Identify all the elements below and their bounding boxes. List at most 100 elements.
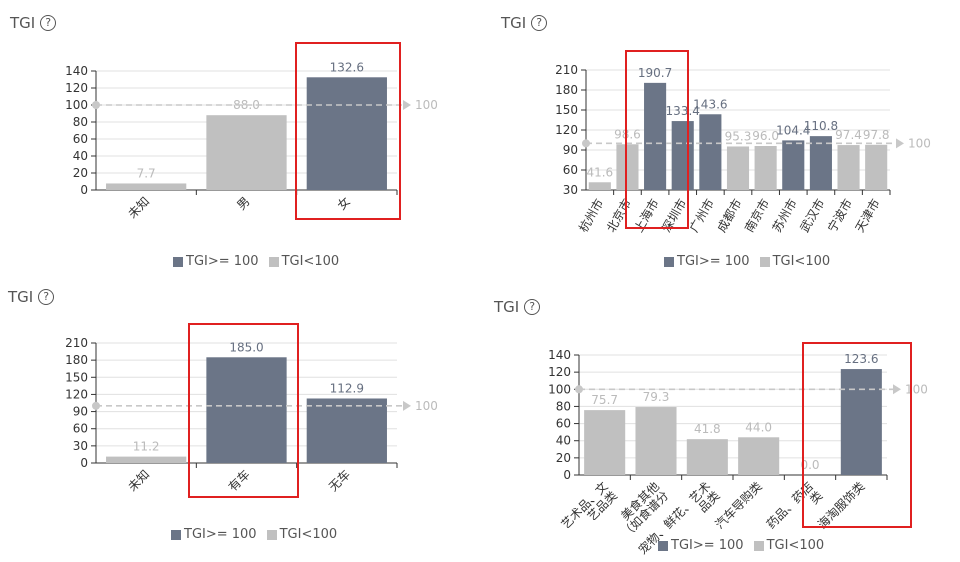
chart-category: 02040608010012014075.7艺术品、文艺品类79.3美食其他（如… <box>548 348 928 557</box>
value-label: 41.8 <box>694 422 721 436</box>
legend-item-above[interactable]: TGI>= 100 <box>173 254 259 269</box>
x-tick-label: 成都市 <box>714 196 745 235</box>
x-tick-label: 杭州市 <box>575 196 606 235</box>
x-tick-label: 南京市 <box>741 196 772 235</box>
y-tick-label: 150 <box>555 103 578 117</box>
legend: TGI>= 100 TGI<100 <box>664 254 830 269</box>
legend-swatch-below <box>759 256 770 267</box>
legend-item-above[interactable]: TGI>= 100 <box>171 527 257 542</box>
chart-city: 30609012015018021041.6杭州市98.6北京市190.7上海市… <box>555 63 931 235</box>
reference-line-arrow <box>893 384 901 395</box>
bar-艺术品、文艺品类 <box>584 410 626 475</box>
bar-未知 <box>106 183 187 190</box>
y-tick-label: 140 <box>65 64 88 78</box>
bar-未知 <box>106 456 187 463</box>
reference-line-start <box>92 101 100 109</box>
value-label: 44.0 <box>745 420 772 434</box>
chart-header: TGI ? <box>501 14 548 32</box>
x-tick-label-line: 南京市 <box>741 196 772 235</box>
y-tick-label: 60 <box>73 422 88 436</box>
value-label: 112.9 <box>330 381 364 395</box>
chart-title: TGI <box>8 288 34 306</box>
y-tick-label: 140 <box>548 348 571 362</box>
bar-汽车导购类 <box>738 437 780 475</box>
chart-car: 030609012015018021011.2未知185.0有车112.9无车1… <box>65 336 438 495</box>
chart-panel-gender: TGI ? 0 20 40 60 80 100 120 140 7.7 未知 88.0 男 132.6 女… <box>0 0 480 280</box>
reference-line-start <box>575 385 583 394</box>
y-tick-label: 150 <box>65 370 88 384</box>
highlight-box <box>188 323 299 498</box>
legend-swatch-above <box>664 256 674 267</box>
legend-swatch-above <box>658 540 668 551</box>
legend-item-below[interactable]: TGI<100 <box>753 538 824 553</box>
y-tick-label: 40 <box>556 434 571 448</box>
x-tick-label-line: 天津市 <box>852 196 883 235</box>
bar-女 <box>306 77 387 190</box>
y-tick-label: 60 <box>73 132 88 146</box>
y-tick-label: 90 <box>563 143 578 157</box>
chart-header: TGI ? <box>8 288 55 306</box>
x-tick-label-line: 汽车导购类 <box>712 479 765 532</box>
value-label: 41.6 <box>586 165 613 179</box>
value-label: 11.2 <box>133 440 160 454</box>
value-label: 132.6 <box>330 60 364 74</box>
bar-南京市 <box>754 146 777 190</box>
help-icon[interactable]: ? <box>524 299 541 315</box>
value-label: 133.4 <box>666 104 700 118</box>
chart-panel-category: TGI ? 0 20 40 60 80 100 120 140 75.7 艺术品、文艺品类 79.3… <box>480 280 960 562</box>
x-tick-label: 广州市 <box>686 196 717 235</box>
bar-天津市 <box>865 144 888 190</box>
chart-header: TGI ? <box>494 298 541 316</box>
value-label: 98.6 <box>614 127 641 141</box>
value-label: 96.0 <box>752 129 779 143</box>
x-tick-label-line: 杭州市 <box>575 196 606 235</box>
help-icon[interactable]: ? <box>531 15 548 31</box>
y-tick-label: 210 <box>555 63 578 77</box>
x-tick-label: 武汉市 <box>797 196 828 235</box>
bar-宁波市 <box>837 145 860 190</box>
legend-item-above[interactable]: TGI>= 100 <box>658 538 744 553</box>
legend-item-below[interactable]: TGI<100 <box>266 527 337 542</box>
y-tick-label: 0 <box>80 456 88 470</box>
help-icon[interactable]: ? <box>40 15 57 31</box>
value-label: 123.6 <box>844 352 878 366</box>
legend-item-below[interactable]: TGI<100 <box>268 254 339 269</box>
legend-item-above[interactable]: TGI>= 100 <box>664 254 750 269</box>
value-label: 79.3 <box>643 390 670 404</box>
y-tick-label: 120 <box>65 81 88 95</box>
help-icon[interactable]: ? <box>38 289 55 305</box>
y-tick-label: 100 <box>548 382 571 396</box>
legend-item-below[interactable]: TGI<100 <box>759 254 830 269</box>
y-tick-label: 90 <box>73 405 88 419</box>
value-label: 97.8 <box>863 128 890 142</box>
chart-panel-city: TGI ? 30 60 90 120 150 180 210 41.6 杭州市 98.6 北京市 19… <box>480 0 960 280</box>
x-tick-label: 天津市 <box>852 196 883 235</box>
value-label: 190.7 <box>638 66 672 80</box>
y-tick-label: 0 <box>563 468 571 482</box>
highlight-box <box>802 342 912 528</box>
x-tick-label-line: 苏州市 <box>769 196 800 235</box>
y-tick-label: 30 <box>563 183 578 197</box>
chart-title: TGI <box>494 298 520 316</box>
chart-title: TGI <box>10 14 36 32</box>
x-tick-label-line: 成都市 <box>714 196 745 235</box>
bar-男 <box>206 115 287 190</box>
y-tick-label: 20 <box>73 166 88 180</box>
bar-有车 <box>206 357 287 463</box>
x-tick-label-line: 无车 <box>325 467 353 495</box>
value-label: 185.0 <box>229 340 263 354</box>
y-tick-label: 120 <box>65 387 88 401</box>
y-tick-label: 210 <box>65 336 88 350</box>
x-tick-label-line: 未知 <box>125 194 152 221</box>
bar-宠物、鲜花、艺术品 <box>686 439 728 475</box>
bar-成都市 <box>726 146 750 190</box>
reference-line-arrow <box>403 400 411 411</box>
y-tick-label: 80 <box>73 115 88 129</box>
bar-无车 <box>306 398 387 463</box>
x-tick-label-line: 未知 <box>125 467 152 494</box>
legend: TGI>= 100 TGI<100 <box>171 527 337 542</box>
x-tick-label-line: 宁波市 <box>824 196 855 235</box>
chart-panel-car: TGI ? 0 30 60 90 120 150 180 210 11.2 未知 185.0 有车 11… <box>0 280 480 562</box>
chart-header: TGI ? <box>10 14 57 32</box>
